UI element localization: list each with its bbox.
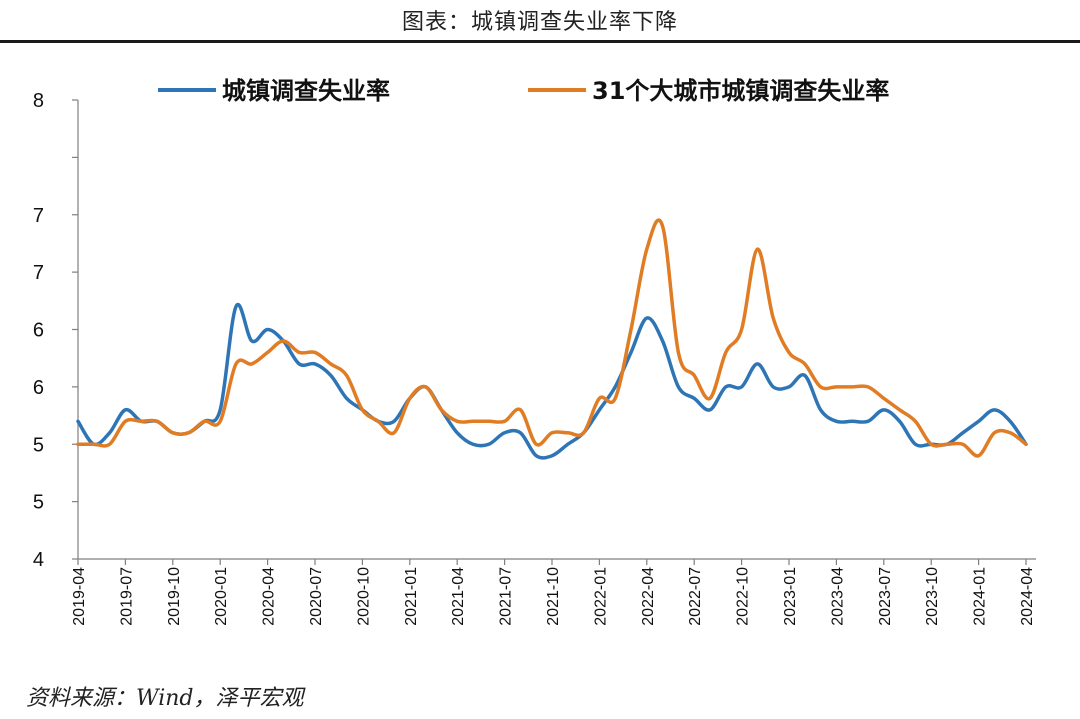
x-tick-label: 2022-10 — [735, 567, 752, 626]
x-tick-label: 2021-01 — [403, 567, 420, 626]
x-tick-label: 2022-04 — [640, 567, 657, 626]
title-rule — [0, 40, 1080, 43]
x-tick-label: 2023-10 — [924, 567, 941, 626]
x-tick-label: 2024-04 — [1019, 567, 1036, 626]
legend-label: 城镇调查失业率 — [222, 77, 390, 105]
y-tick-label: 5 — [33, 434, 44, 456]
y-tick-label: 5 — [33, 492, 44, 514]
series-line-31-cities — [76, 218, 1028, 458]
x-tick-label: 2024-01 — [972, 567, 989, 626]
x-tick-label: 2022-01 — [592, 567, 609, 626]
x-tick-label: 2021-07 — [498, 567, 515, 626]
x-tick-label: 2021-04 — [450, 567, 467, 626]
y-tick-label: 7 — [33, 262, 44, 284]
x-tick-label: 2023-01 — [782, 567, 799, 626]
x-tick-label: 2022-07 — [687, 567, 704, 626]
y-tick-label: 7 — [33, 205, 44, 227]
x-tick-label: 2023-07 — [877, 567, 894, 626]
chart-title: 图表：城镇调查失业率下降 — [401, 10, 678, 35]
x-tick-label: 2020-01 — [213, 567, 230, 626]
source-note: 资料来源：Wind，泽平宏观 — [26, 686, 304, 711]
y-tick-label: 6 — [33, 320, 44, 342]
x-tick-label: 2021-10 — [545, 567, 562, 626]
x-tick-label: 2019-04 — [71, 567, 88, 626]
x-tick-label: 2019-07 — [118, 567, 135, 626]
y-tick-label: 8 — [33, 90, 44, 112]
x-tick-label: 2019-10 — [166, 567, 183, 626]
legend: 城镇调查失业率 31个大城市城镇调查失业率 — [158, 77, 889, 105]
x-tick-label: 2020-07 — [308, 567, 325, 626]
y-tick-label: 6 — [33, 377, 44, 399]
y-tick-labels: 4 5 5 6 6 7 7 8 — [33, 90, 78, 571]
x-tick-labels: 2019-04 2019-07 2019-10 2020-01 2020-04 2020-… — [71, 559, 1036, 626]
x-tick-label: 2020-04 — [261, 567, 278, 626]
y-tick-label: 4 — [33, 549, 44, 571]
axes — [77, 100, 1036, 560]
series-line-urban — [76, 302, 1028, 460]
x-tick-label: 2023-04 — [829, 567, 846, 626]
series-lines — [76, 218, 1028, 460]
legend-label: 31个大城市城镇调查失业率 — [592, 77, 889, 105]
x-tick-label: 2020-10 — [355, 567, 372, 626]
